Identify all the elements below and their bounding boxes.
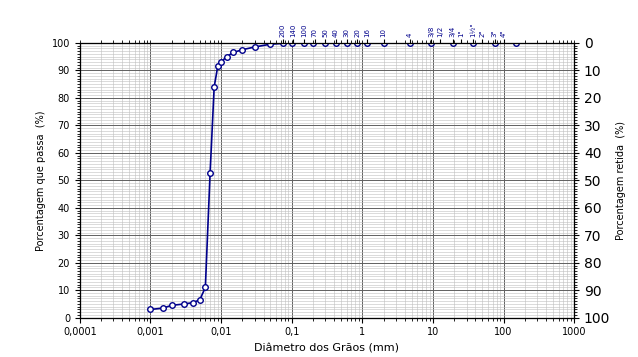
Y-axis label: Porcentagem que passa  (%): Porcentagem que passa (%) [36, 110, 46, 251]
Y-axis label: Porcentagem retida  (%): Porcentagem retida (%) [616, 121, 626, 240]
X-axis label: Diâmetro dos Grãos (mm): Diâmetro dos Grãos (mm) [255, 343, 399, 353]
